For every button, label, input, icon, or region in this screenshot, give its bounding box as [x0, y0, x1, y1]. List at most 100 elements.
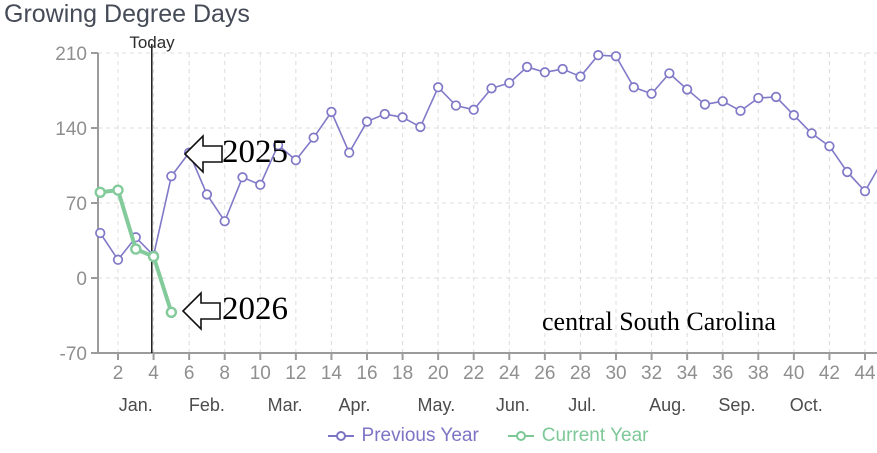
data-point-marker	[95, 227, 106, 239]
left-arrow-icon	[181, 291, 221, 331]
y-tick-label: -70	[60, 344, 87, 365]
data-point-marker	[432, 82, 444, 93]
month-label: Apr.	[339, 395, 371, 415]
x-tick-label: 12	[285, 363, 306, 384]
data-point-marker	[326, 106, 337, 118]
data-point-marker	[112, 254, 124, 265]
data-point-marker	[255, 179, 266, 190]
x-tick-label: 30	[605, 363, 626, 384]
data-point-marker	[646, 88, 657, 99]
data-point-marker	[593, 49, 604, 61]
chart-title: Growing Degree Days	[4, 0, 250, 28]
data-point-marker	[504, 77, 515, 89]
data-point-marker	[806, 128, 817, 139]
x-tick-label: 14	[321, 363, 343, 384]
current-year-marker-icon	[507, 431, 534, 441]
x-tick-label: 26	[534, 363, 555, 384]
data-point-marker	[664, 68, 675, 79]
gridlines	[98, 52, 877, 353]
data-point-marker	[450, 100, 462, 111]
today-label: Today	[129, 33, 175, 52]
data-point-marker	[361, 116, 373, 127]
left-arrow-icon	[183, 134, 223, 174]
data-point-marker	[610, 51, 622, 62]
data-point-marker	[272, 139, 284, 151]
y-tick-label: 210	[55, 44, 87, 65]
x-tick-label: 10	[250, 363, 271, 384]
annotation-2026: 2026	[222, 291, 288, 327]
x-tick-label: 8	[219, 363, 230, 384]
x-tick-label: 24	[499, 363, 521, 384]
data-point-marker	[770, 91, 782, 103]
data-point-marker	[166, 171, 177, 182]
x-tick-label: 32	[641, 363, 662, 384]
x-tick-label: 28	[570, 363, 591, 384]
chart-legend: Previous Year Current Year	[98, 425, 877, 447]
data-point-marker	[468, 104, 479, 115]
x-tick-label: 6	[184, 363, 195, 384]
data-point-marker	[165, 306, 178, 318]
x-tick-label: 16	[356, 363, 377, 384]
data-point-marker	[788, 109, 800, 121]
data-point-marker	[842, 166, 853, 178]
data-point-marker	[557, 63, 568, 75]
month-label: Jul.	[568, 395, 596, 415]
data-point-marker	[112, 184, 124, 196]
data-point-marker	[147, 250, 160, 263]
data-point-marker	[539, 67, 551, 78]
x-tick-label: 38	[748, 363, 769, 384]
previous-year-marker-icon	[327, 431, 354, 441]
data-point-marker	[521, 61, 533, 73]
data-point-marker	[415, 121, 426, 133]
x-tick-label: 36	[712, 363, 733, 384]
y-tick-label: 140	[55, 119, 87, 140]
data-point-marker	[201, 189, 213, 200]
legend-item-previous-year[interactable]: Previous Year	[327, 425, 479, 447]
data-point-marker	[379, 108, 390, 120]
data-point-marker	[699, 99, 711, 110]
legend-label-previous-year: Previous Year	[361, 425, 479, 446]
data-point-marker	[753, 92, 764, 104]
month-label: Feb.	[189, 395, 225, 415]
x-tick-label: 22	[463, 363, 484, 384]
data-point-marker	[824, 141, 835, 152]
data-point-marker	[682, 84, 693, 95]
month-label: Jan.	[119, 395, 153, 415]
data-point-marker	[237, 172, 248, 183]
data-point-marker	[94, 186, 106, 198]
month-label: Oct.	[790, 395, 823, 415]
region-label: central South Carolina	[542, 307, 776, 336]
previous-year-series	[95, 49, 877, 265]
x-tick-label: 42	[819, 363, 840, 384]
data-point-marker	[130, 243, 142, 255]
x-tick-label: 44	[854, 363, 876, 384]
x-tick-label: 40	[783, 363, 804, 384]
data-point-marker	[290, 154, 302, 166]
x-tick-label: 18	[392, 363, 413, 384]
x-tick-label: 34	[677, 363, 699, 384]
current-year-series	[94, 184, 178, 318]
data-point-marker	[486, 83, 497, 94]
month-label: May.	[418, 395, 456, 415]
data-point-marker	[308, 132, 319, 143]
data-point-marker	[859, 186, 871, 197]
x-tick-label: 2	[113, 363, 124, 384]
month-label: Mar.	[268, 395, 303, 415]
data-point-marker	[219, 216, 230, 227]
data-point-marker	[344, 147, 355, 158]
data-point-marker	[575, 71, 586, 82]
data-point-marker	[735, 105, 746, 117]
month-label: Jun.	[496, 395, 530, 415]
month-label: Sep.	[718, 395, 755, 415]
data-point-marker	[717, 96, 728, 107]
data-point-marker	[628, 82, 639, 93]
legend-label-current-year: Current Year	[541, 425, 649, 446]
y-tick-label: 70	[66, 194, 87, 215]
legend-item-current-year[interactable]: Current Year	[507, 425, 649, 447]
data-point-marker	[397, 112, 408, 123]
y-tick-label: 0	[76, 269, 87, 290]
month-label: Aug.	[649, 395, 686, 415]
